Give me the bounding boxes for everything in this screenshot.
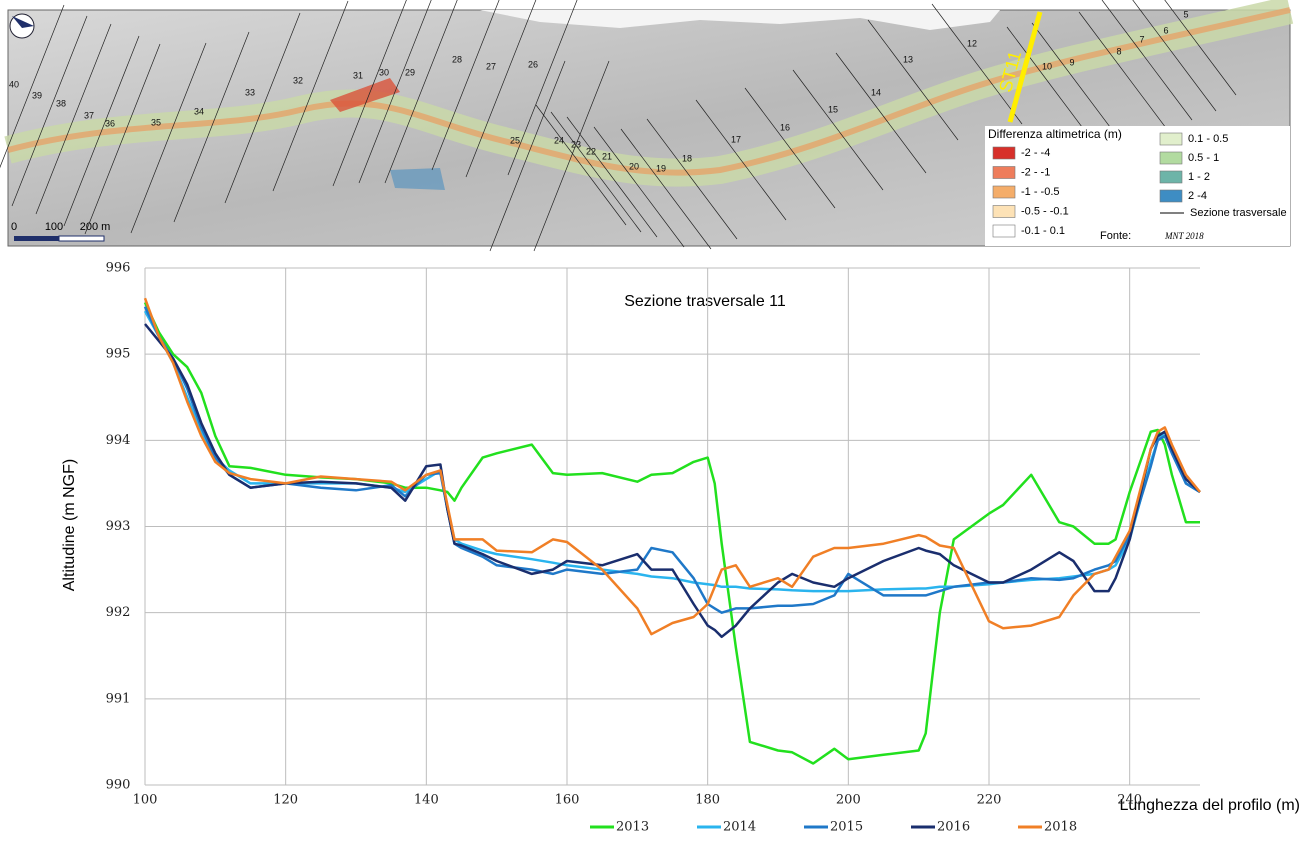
section-number: 30 bbox=[379, 67, 389, 77]
section-number: 27 bbox=[486, 61, 496, 71]
chart: Sezione trasversale 11 Lunghezza del pro… bbox=[61, 261, 1300, 835]
legend-label: 1 - 2 bbox=[1188, 171, 1210, 183]
scale-bar bbox=[14, 236, 59, 241]
source-label: Fonte: bbox=[1100, 230, 1131, 242]
y-tick-label: 993 bbox=[106, 519, 131, 534]
legend-label: 0.5 - 1 bbox=[1188, 152, 1219, 164]
x-tick-label: 220 bbox=[977, 793, 1002, 808]
legend-title: Differenza altimetrica (m) bbox=[988, 127, 1122, 141]
legend-label: 2018 bbox=[1044, 820, 1077, 835]
section-number: 13 bbox=[903, 54, 913, 64]
chart-title: Sezione trasversale 11 bbox=[624, 293, 786, 310]
scale-bar bbox=[59, 236, 104, 241]
section-number: 40 bbox=[9, 79, 19, 89]
section-number: 34 bbox=[194, 106, 204, 116]
section-number: 22 bbox=[586, 146, 596, 156]
section-number: 15 bbox=[828, 104, 838, 114]
section-number: 21 bbox=[602, 151, 612, 161]
series-line bbox=[145, 298, 1200, 634]
legend-label: -0.1 - 0.1 bbox=[1021, 225, 1065, 237]
legend-swatch bbox=[1160, 152, 1182, 164]
y-axis-label: Altitudine (m NGF) bbox=[61, 459, 78, 591]
section-number: 32 bbox=[293, 75, 303, 85]
legend-swatch bbox=[993, 186, 1015, 198]
legend-swatch bbox=[1160, 190, 1182, 202]
section-number: 10 bbox=[1042, 61, 1052, 71]
legend-label: -2 - -4 bbox=[1021, 147, 1050, 159]
section-number: 28 bbox=[452, 54, 462, 64]
legend-label: 2014 bbox=[723, 820, 756, 835]
y-tick-label: 992 bbox=[106, 605, 131, 620]
legend-label: 0.1 - 0.5 bbox=[1188, 133, 1228, 145]
section-number: 16 bbox=[780, 122, 790, 132]
x-tick-label: 120 bbox=[273, 793, 298, 808]
legend-label: -1 - -0.5 bbox=[1021, 186, 1060, 198]
section-number: 19 bbox=[656, 163, 666, 173]
legend-swatch bbox=[1160, 133, 1182, 145]
north-arrow bbox=[10, 14, 34, 38]
x-axis-label: Lunghezza del profilo (m) bbox=[1119, 797, 1300, 814]
series-line bbox=[145, 311, 1200, 591]
legend-swatch bbox=[1160, 171, 1182, 183]
legend-swatch bbox=[993, 206, 1015, 218]
legend-label: Sezione trasversale bbox=[1190, 207, 1287, 219]
x-tick-label: 100 bbox=[133, 793, 158, 808]
section-number: 25 bbox=[510, 135, 520, 145]
section-number: 39 bbox=[32, 90, 42, 100]
section-number: 20 bbox=[629, 161, 639, 171]
deposit-patch bbox=[390, 168, 445, 190]
y-tick-label: 990 bbox=[106, 778, 131, 793]
section-number: 14 bbox=[871, 87, 881, 97]
section-number: 9 bbox=[1069, 57, 1074, 67]
section-number: 6 bbox=[1163, 25, 1168, 35]
x-tick-label: 160 bbox=[555, 793, 580, 808]
source: MNT 2018 bbox=[1164, 231, 1204, 241]
legend-swatch bbox=[993, 225, 1015, 237]
section-number: 29 bbox=[405, 67, 415, 77]
section-number: 26 bbox=[528, 59, 538, 69]
legend-label: -2 - -1 bbox=[1021, 166, 1050, 178]
y-tick-label: 991 bbox=[106, 691, 131, 706]
page: 4039383736353433323130292827262524232221… bbox=[0, 0, 1315, 857]
x-tick-label: 200 bbox=[836, 793, 861, 808]
legend-label: 2 -4 bbox=[1188, 190, 1207, 202]
series-line bbox=[145, 307, 1200, 613]
x-tick-label: 140 bbox=[414, 793, 439, 808]
section-number: 17 bbox=[731, 134, 741, 144]
section-number: 37 bbox=[84, 110, 94, 120]
legend-label: -0.5 - -0.1 bbox=[1021, 205, 1069, 217]
section-number: 5 bbox=[1183, 9, 1188, 19]
legend-swatch bbox=[993, 167, 1015, 179]
legend-label: 2013 bbox=[616, 820, 649, 835]
legend-label: 2015 bbox=[830, 820, 863, 835]
section-number: 7 bbox=[1139, 34, 1144, 44]
legend-label: 2016 bbox=[937, 820, 970, 835]
x-tick-label: 240 bbox=[1117, 793, 1142, 808]
scale-label: 0 bbox=[11, 221, 17, 233]
section-number: 33 bbox=[245, 87, 255, 97]
series-line bbox=[145, 303, 1200, 764]
scale-label: 100 bbox=[45, 221, 63, 233]
x-tick-label: 180 bbox=[695, 793, 720, 808]
scale-label: 200 m bbox=[80, 221, 111, 233]
section-number: 38 bbox=[56, 98, 66, 108]
section-number: 8 bbox=[1116, 46, 1121, 56]
y-tick-label: 996 bbox=[106, 261, 131, 276]
legend-swatch bbox=[993, 147, 1015, 159]
y-tick-label: 994 bbox=[106, 433, 131, 448]
section-number: 18 bbox=[682, 153, 692, 163]
section-number: 31 bbox=[353, 70, 363, 80]
section-number: 12 bbox=[967, 38, 977, 48]
y-tick-label: 995 bbox=[106, 347, 131, 362]
section-number: 36 bbox=[105, 118, 115, 128]
section-number: 35 bbox=[151, 117, 161, 127]
